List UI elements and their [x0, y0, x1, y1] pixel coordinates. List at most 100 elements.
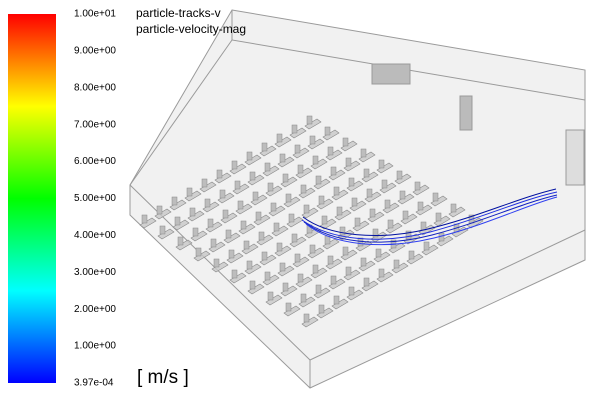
colorbar-label: 9.00e+00	[74, 46, 116, 57]
scene: particle-tracks-v particle-velocity-mag …	[0, 0, 589, 394]
chair	[421, 222, 426, 230]
chair	[280, 263, 285, 271]
colorbar-label: 3.00e+00	[74, 267, 116, 278]
chair	[322, 216, 327, 224]
fixture	[372, 64, 410, 84]
chair	[379, 269, 384, 277]
chair	[298, 274, 303, 282]
chair	[160, 226, 165, 234]
chair	[244, 241, 249, 249]
colorbar-label: 3.97e-04	[74, 378, 114, 389]
chair	[220, 190, 225, 198]
chair	[385, 200, 390, 208]
chair	[271, 203, 276, 211]
chair	[256, 212, 261, 220]
chair	[403, 211, 408, 219]
chair	[400, 191, 405, 199]
colorbar-label: 6.00e+00	[74, 156, 116, 167]
chair	[364, 278, 369, 286]
colorbar-label: 1.00e+00	[74, 341, 116, 352]
chair	[292, 125, 297, 133]
chair	[361, 258, 366, 266]
chair	[289, 214, 294, 222]
chair	[277, 134, 282, 142]
chair	[250, 172, 255, 180]
chair	[364, 169, 369, 177]
chair	[295, 145, 300, 153]
chair	[343, 247, 348, 255]
chair	[247, 152, 252, 160]
chair	[223, 210, 228, 218]
chair	[259, 232, 264, 240]
chair	[232, 270, 237, 278]
chair	[286, 194, 291, 202]
chair	[346, 267, 351, 275]
chair	[283, 174, 288, 182]
chair	[232, 161, 237, 169]
chair	[175, 217, 180, 225]
chair	[295, 254, 300, 262]
chair	[388, 220, 393, 228]
chair	[451, 204, 456, 212]
chair	[424, 242, 429, 250]
chair	[286, 303, 291, 311]
chair	[304, 205, 309, 213]
chair	[319, 305, 324, 313]
chair	[334, 296, 339, 304]
chair	[208, 219, 213, 227]
colorbar-label: 2.00e+00	[74, 304, 116, 315]
chair	[253, 192, 258, 200]
chair	[262, 252, 267, 260]
chair	[376, 249, 381, 257]
chair	[394, 260, 399, 268]
colorbar-label: 4.00e+00	[74, 230, 116, 241]
chair	[226, 230, 231, 238]
chair	[265, 163, 270, 171]
chair	[193, 228, 198, 236]
chair	[229, 250, 234, 258]
chair	[355, 218, 360, 226]
chair	[316, 285, 321, 293]
chair	[382, 180, 387, 188]
chair	[352, 198, 357, 206]
header-line: particle-tracks-v	[136, 6, 221, 20]
chair	[367, 189, 372, 197]
chair	[211, 239, 216, 247]
chair	[340, 227, 345, 235]
chair	[187, 188, 192, 196]
chair	[142, 215, 147, 223]
chair	[283, 283, 288, 291]
header-line: particle-velocity-mag	[136, 22, 246, 36]
viewport: particle-tracks-v particle-velocity-mag …	[0, 0, 589, 394]
chair	[316, 176, 321, 184]
chair	[433, 193, 438, 201]
chair	[310, 245, 315, 253]
chair	[196, 248, 201, 256]
chair	[415, 182, 420, 190]
chair	[304, 314, 309, 322]
chair	[328, 256, 333, 264]
chair	[397, 171, 402, 179]
chair	[238, 201, 243, 209]
colorbar-label: 7.00e+00	[74, 119, 116, 130]
chair	[268, 292, 273, 300]
chair	[409, 251, 414, 259]
chair	[418, 202, 423, 210]
chair	[298, 165, 303, 173]
chair	[331, 167, 336, 175]
chair	[379, 160, 384, 168]
chair	[250, 281, 255, 289]
chair	[217, 170, 222, 178]
chair	[157, 206, 162, 214]
colorbar-labels: 1.00e+019.00e+008.00e+007.00e+006.00e+00…	[74, 9, 116, 389]
chair	[241, 221, 246, 229]
chair	[436, 213, 441, 221]
chair	[325, 127, 330, 135]
colorbar-label: 5.00e+00	[74, 193, 116, 204]
chair	[313, 265, 318, 273]
chair	[319, 196, 324, 204]
chair	[337, 207, 342, 215]
chair	[328, 147, 333, 155]
chair	[205, 199, 210, 207]
chair	[235, 181, 240, 189]
